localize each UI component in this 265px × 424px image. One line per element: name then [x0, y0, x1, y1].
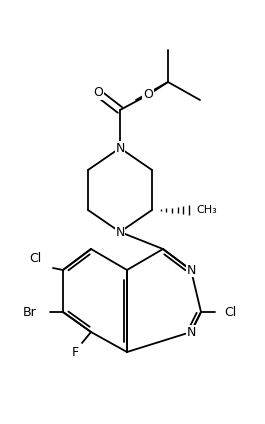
- Text: Br: Br: [23, 306, 37, 318]
- Text: O: O: [93, 86, 103, 100]
- Text: N: N: [115, 226, 125, 238]
- Text: Cl: Cl: [29, 253, 41, 265]
- Text: F: F: [72, 346, 78, 359]
- Text: N: N: [115, 142, 125, 154]
- Text: N: N: [186, 326, 196, 338]
- Text: CH₃: CH₃: [196, 205, 217, 215]
- Text: O: O: [143, 89, 153, 101]
- Text: Cl: Cl: [224, 306, 236, 318]
- Text: N: N: [186, 263, 196, 276]
